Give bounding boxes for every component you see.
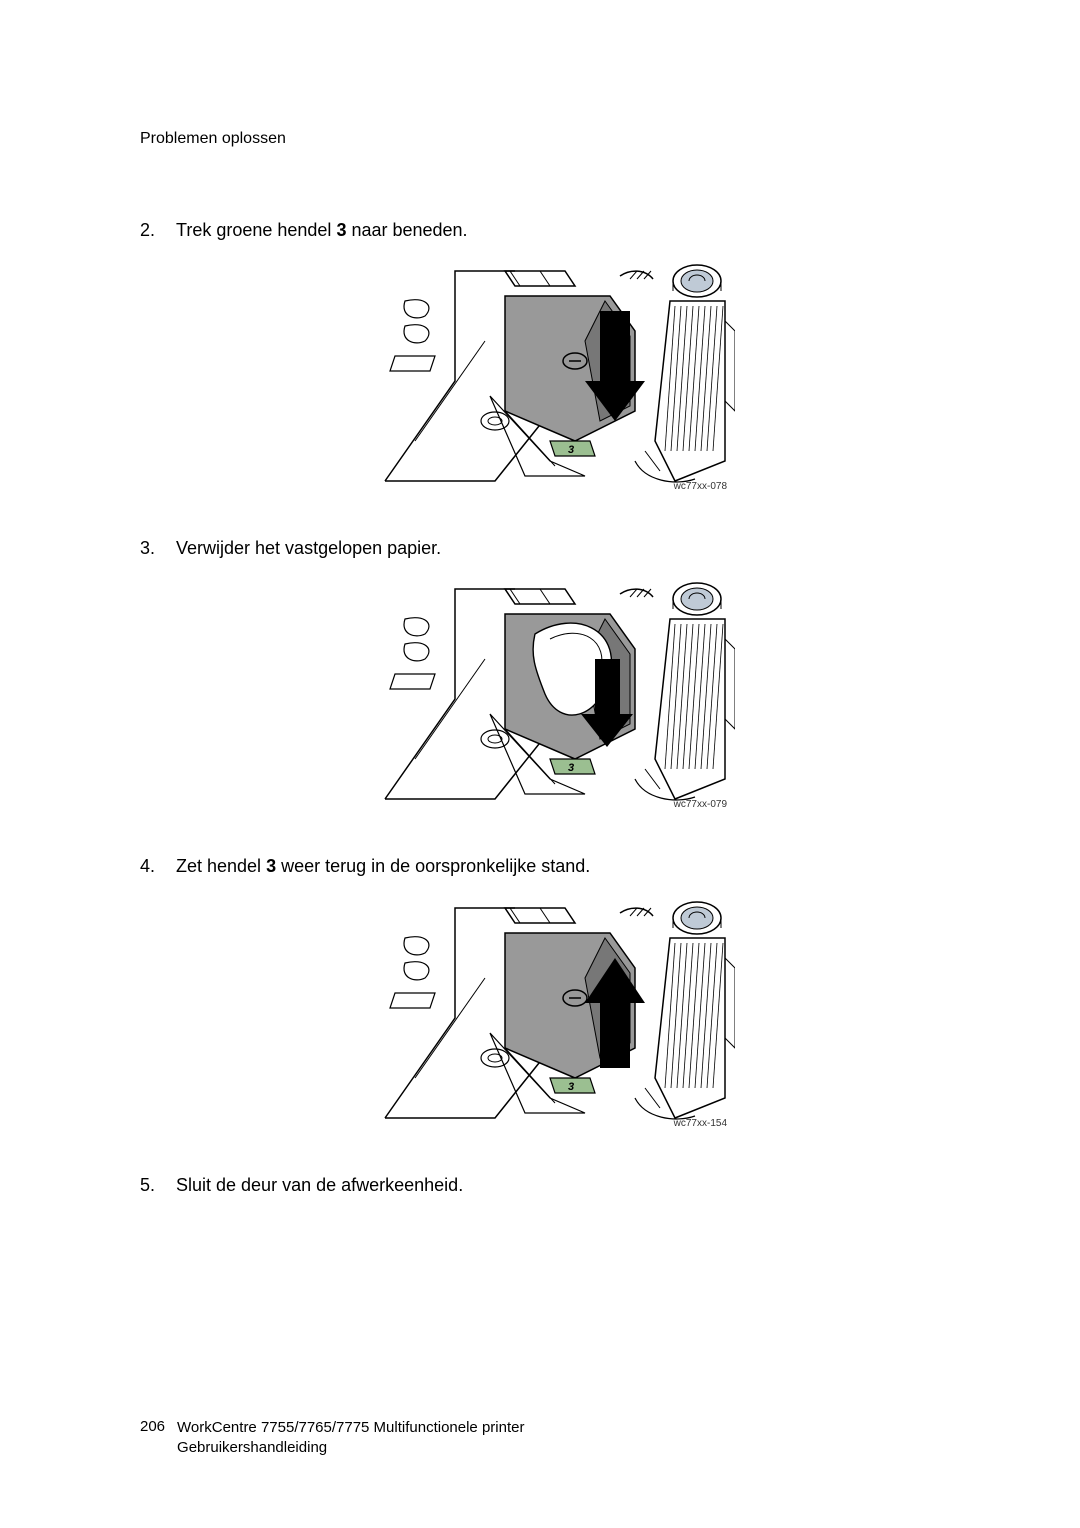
figure-2-wrap: 3 wc77xx-079 [140,579,970,814]
step-suffix: weer terug in de oorspronkelijke stand. [276,856,590,876]
figure-3: 3 wc77xx-154 [375,898,735,1133]
figure-1-label: wc77xx-078 [674,481,727,492]
figure-3-wrap: 3 wc77xx-154 [140,898,970,1133]
footer-text: WorkCentre 7755/7765/7775 Multifunctione… [177,1418,524,1459]
step-number: 3. [140,538,176,559]
figure-1: 3 wc77xx-078 [375,261,735,496]
figure-1-wrap: 3 wc77xx-078 [140,261,970,496]
step-4: 4. Zet hendel 3 weer terug in de oorspro… [140,854,970,879]
figure-2: 3 wc77xx-079 [375,579,735,814]
breadcrumb: Problemen oplossen [140,130,970,148]
step-bold: 3 [266,856,276,876]
footer-line2: Gebruikershandleiding [177,1438,524,1458]
step-2: 2. Trek groene hendel 3 naar beneden. [140,218,970,243]
step-5: 5. Sluit de deur van de afwerkeenheid. [140,1173,970,1198]
step-number: 4. [140,856,176,877]
footer: 206 WorkCentre 7755/7765/7775 Multifunct… [140,1418,524,1459]
step-prefix: Zet hendel [176,856,266,876]
footer-line1: WorkCentre 7755/7765/7775 Multifunctione… [177,1418,524,1438]
step-prefix: Sluit de deur van de afwerkeenheid. [176,1175,463,1195]
svg-text:3: 3 [568,1081,574,1093]
step-text: Zet hendel 3 weer terug in de oorspronke… [176,854,590,879]
step-number: 2. [140,220,176,241]
step-suffix: naar beneden. [346,220,467,240]
step-text: Trek groene hendel 3 naar beneden. [176,218,468,243]
page-number: 206 [140,1418,165,1435]
figure-2-label: wc77xx-079 [674,799,727,810]
svg-text:3: 3 [568,444,574,456]
step-prefix: Verwijder het vastgelopen papier. [176,538,441,558]
step-text: Verwijder het vastgelopen papier. [176,536,441,561]
step-number: 5. [140,1175,176,1196]
step-prefix: Trek groene hendel [176,220,336,240]
step-bold: 3 [336,220,346,240]
step-3: 3. Verwijder het vastgelopen papier. [140,536,970,561]
svg-text:3: 3 [568,762,574,774]
step-text: Sluit de deur van de afwerkeenheid. [176,1173,463,1198]
figure-3-label: wc77xx-154 [674,1118,727,1129]
